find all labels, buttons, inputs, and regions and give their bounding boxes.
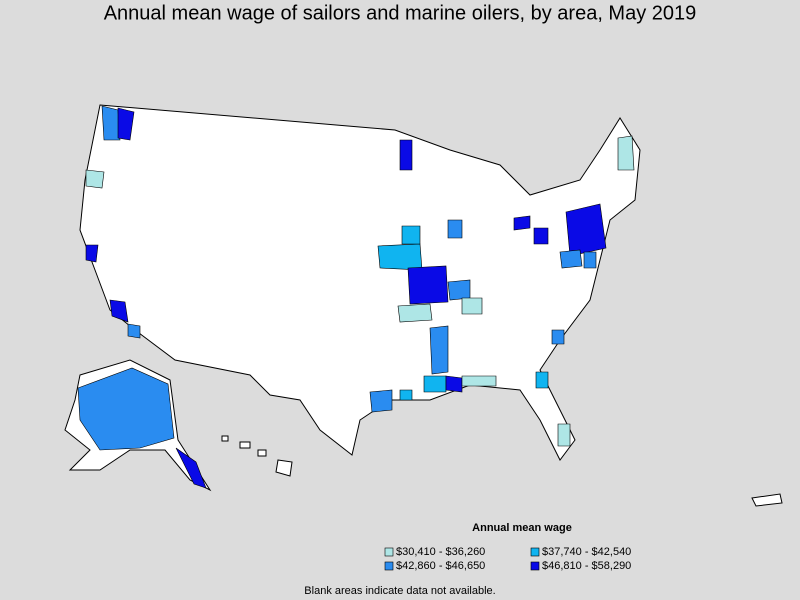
area-fill xyxy=(557,423,571,447)
area-fill xyxy=(399,139,413,171)
area-fill xyxy=(461,375,497,387)
area-fill xyxy=(461,297,483,315)
area-fill xyxy=(559,249,583,269)
legend-swatch xyxy=(530,547,540,557)
area-fill xyxy=(551,329,565,345)
map-title: Annual mean wage of sailors and marine o… xyxy=(104,2,697,24)
area-fill xyxy=(85,169,105,189)
legend-swatch xyxy=(384,547,394,557)
legend-label: $46,810 - $58,290 xyxy=(542,560,631,572)
area-fill xyxy=(429,325,449,375)
area-fill xyxy=(447,279,471,301)
legend-items: $30,410 - $36,260 $37,740 - $42,540 $42,86… xyxy=(384,546,631,572)
area-fill xyxy=(407,265,449,305)
legend: Annual mean wage $30,410 - $36,260 $37,74… xyxy=(384,522,631,572)
area-fill xyxy=(397,303,433,323)
area-fill xyxy=(117,107,135,141)
legend-title: Annual mean wage xyxy=(472,522,572,534)
area-fill xyxy=(377,243,423,271)
legend-swatch xyxy=(530,561,540,571)
legend-label: $42,860 - $46,650 xyxy=(396,560,485,572)
area-fill xyxy=(447,219,463,239)
area-fill xyxy=(85,244,99,263)
puerto-rico xyxy=(751,493,783,507)
area-fill xyxy=(445,375,463,393)
contiguous-us xyxy=(79,104,641,461)
legend-colored-areas xyxy=(77,105,635,489)
area-fill xyxy=(399,389,413,401)
area-fill xyxy=(127,323,141,339)
area-fill xyxy=(401,225,421,245)
footnote: Blank areas indicate data not available. xyxy=(304,585,495,597)
map xyxy=(64,104,783,507)
area-fill xyxy=(175,447,207,489)
area-fill xyxy=(109,299,129,323)
area-fill xyxy=(535,371,549,389)
area-fill xyxy=(77,367,175,451)
area-fill xyxy=(369,389,393,413)
area-fill xyxy=(513,215,531,231)
area-fill xyxy=(583,251,597,269)
legend-label: $30,410 - $36,260 xyxy=(396,546,485,558)
area-fill xyxy=(533,227,549,245)
hawaii xyxy=(221,435,293,477)
area-fill xyxy=(101,105,121,141)
area-fill xyxy=(617,135,635,171)
legend-swatch xyxy=(384,561,394,571)
area-fill xyxy=(423,375,447,393)
legend-label: $37,740 - $42,540 xyxy=(542,546,631,558)
area-fill xyxy=(565,203,607,257)
